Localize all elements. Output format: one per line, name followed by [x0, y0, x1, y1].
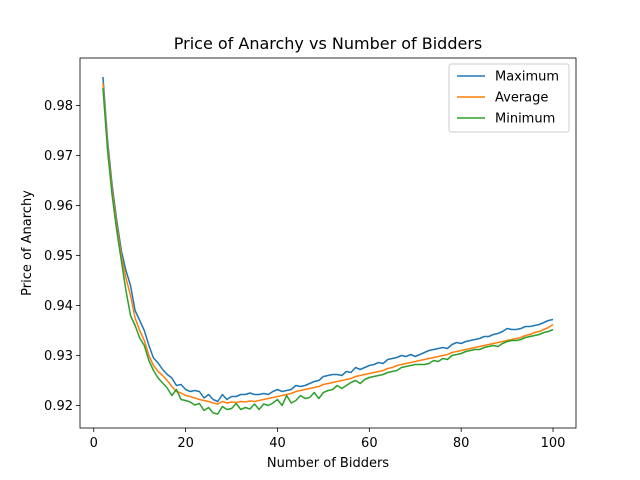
x-tick-label: 0	[90, 436, 98, 451]
x-tick-label: 20	[177, 436, 194, 451]
y-tick-label: 0.95	[44, 249, 73, 264]
x-axis-label: Number of Bidders	[267, 456, 389, 471]
legend: Maximum Average Minimum	[448, 63, 570, 133]
y-axis-label: Price of Anarchy	[20, 190, 35, 296]
legend-label-minimum: Minimum	[495, 112, 555, 127]
x-tick-label: 60	[361, 436, 378, 451]
y-tick-label: 0.92	[44, 399, 73, 414]
y-tick-label: 0.94	[44, 299, 73, 314]
legend-label-average: Average	[495, 91, 548, 106]
y-tick-label: 0.97	[44, 149, 73, 164]
y-tick-label: 0.98	[44, 99, 73, 114]
series-line-maximum	[102, 76, 554, 403]
axes-frame	[79, 57, 577, 429]
x-tick-label: 80	[453, 436, 470, 451]
x-tick-label: 40	[269, 436, 286, 451]
legend-label-maximum: Maximum	[495, 70, 559, 85]
plot-area: 0 20 40 60 80 100 0.92 0.93 0.94 0.95 0.96 0.97 0.98	[44, 57, 577, 451]
x-tick-label: 100	[541, 436, 566, 451]
y-tick-label: 0.96	[44, 199, 73, 214]
series-line-minimum	[102, 87, 554, 415]
legend-box	[448, 63, 570, 133]
chart-title: Price of Anarchy vs Number of Bidders	[174, 34, 482, 53]
y-tick-label: 0.93	[44, 349, 73, 364]
